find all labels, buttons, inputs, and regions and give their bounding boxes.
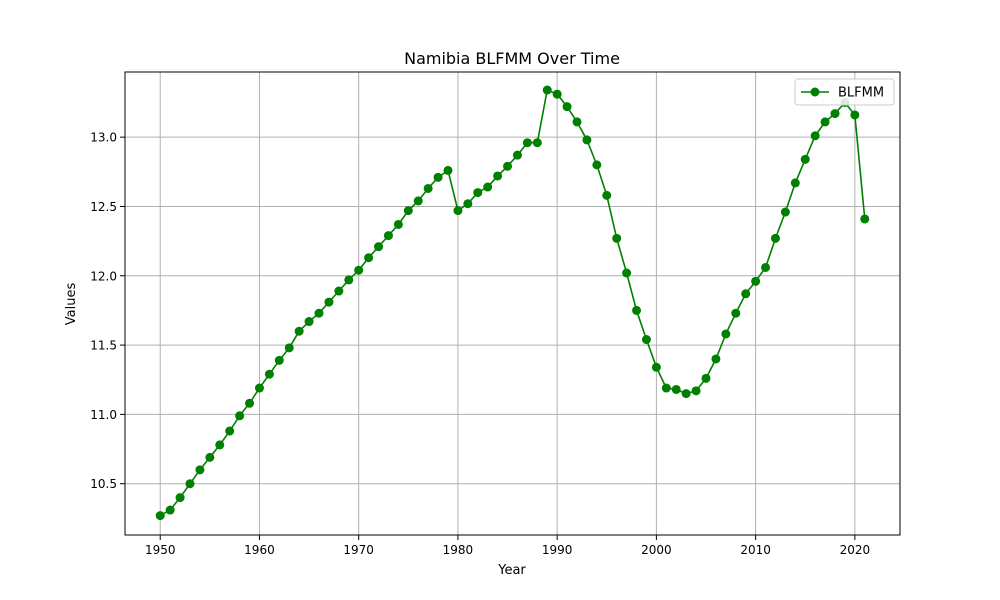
data-point (364, 253, 374, 263)
data-point (294, 326, 304, 336)
data-point (334, 286, 344, 296)
legend: BLFMM (794, 78, 895, 106)
y-tick-label: 10.5 (90, 477, 117, 491)
legend-marker-sample (810, 87, 820, 97)
series-blfmm (155, 85, 870, 521)
data-point (493, 171, 503, 181)
data-point (522, 138, 532, 148)
y-axis-label: Values (64, 283, 79, 326)
x-tick-label: 1990 (542, 543, 573, 557)
data-point (790, 178, 800, 188)
data-point (393, 219, 403, 229)
y-axis: 10.5 11.0 11.5 12.0 12.5 13.0 (90, 131, 125, 491)
data-point (582, 135, 592, 145)
data-point (344, 275, 354, 285)
data-point (473, 188, 483, 198)
data-point (741, 289, 751, 299)
data-point (175, 493, 185, 503)
data-point (721, 329, 731, 339)
data-point (602, 190, 612, 200)
data-point (304, 317, 314, 327)
data-point (552, 89, 562, 99)
data-point (185, 479, 195, 489)
plot-area-frame (124, 71, 901, 536)
data-point (562, 102, 572, 112)
data-point (423, 183, 433, 193)
x-tick-label: 1980 (443, 543, 474, 557)
data-point (751, 276, 761, 286)
data-point (632, 305, 642, 315)
data-point (572, 117, 582, 127)
x-tick-label: 1970 (343, 543, 374, 557)
data-point (354, 265, 364, 275)
data-point (155, 511, 165, 521)
data-point (225, 426, 235, 436)
data-point (254, 383, 264, 393)
data-point (453, 206, 463, 216)
data-point (413, 196, 423, 206)
data-point (622, 268, 632, 278)
x-axis-label: Year (497, 563, 526, 578)
data-point (542, 85, 552, 95)
chart-title: Namibia BLFMM Over Time (404, 49, 620, 68)
data-point (780, 207, 790, 217)
data-point (483, 182, 493, 192)
data-point (860, 214, 870, 224)
data-point (761, 262, 771, 272)
data-point (830, 109, 840, 119)
data-point (661, 383, 671, 393)
data-point (612, 233, 622, 243)
x-tick-label: 2000 (641, 543, 672, 557)
x-tick-label: 1960 (244, 543, 275, 557)
data-point (532, 138, 542, 148)
data-point (245, 398, 255, 408)
data-point (503, 161, 513, 171)
data-point (264, 369, 274, 379)
legend-box (794, 78, 895, 106)
y-tick-label: 13.0 (90, 131, 117, 145)
y-tick-label: 12.5 (90, 200, 117, 214)
data-point (810, 131, 820, 141)
data-point (215, 440, 225, 450)
data-point (512, 150, 522, 160)
data-point (314, 308, 324, 318)
y-tick-label: 11.0 (90, 408, 117, 422)
data-point (671, 384, 681, 394)
x-axis: 1950 1960 1970 1980 1990 2000 2010 2020 (145, 535, 870, 557)
data-point (324, 297, 334, 307)
data-point (770, 233, 780, 243)
data-point (592, 160, 602, 170)
data-point (651, 362, 661, 372)
data-point (433, 172, 443, 182)
legend-label: BLFMM (838, 86, 884, 101)
data-point (403, 206, 413, 216)
data-point (205, 452, 215, 462)
data-point (800, 154, 810, 164)
data-point (374, 242, 384, 252)
data-point (284, 343, 294, 353)
grid-lines (125, 72, 900, 535)
data-point (731, 308, 741, 318)
data-point (195, 465, 205, 475)
data-point (701, 373, 711, 383)
data-point (463, 199, 473, 209)
data-point (850, 110, 860, 120)
data-point (443, 165, 453, 175)
x-tick-label: 2010 (740, 543, 771, 557)
y-tick-label: 11.5 (90, 339, 117, 353)
data-point (691, 386, 701, 396)
data-point (165, 505, 175, 515)
x-tick-label: 1950 (145, 543, 176, 557)
data-point (235, 411, 245, 421)
x-tick-label: 2020 (840, 543, 871, 557)
data-point (820, 117, 830, 127)
data-point (274, 355, 284, 365)
data-point (641, 335, 651, 345)
data-point (383, 231, 393, 241)
y-tick-label: 12.0 (90, 269, 117, 283)
data-point (681, 389, 691, 399)
data-point (711, 354, 721, 364)
